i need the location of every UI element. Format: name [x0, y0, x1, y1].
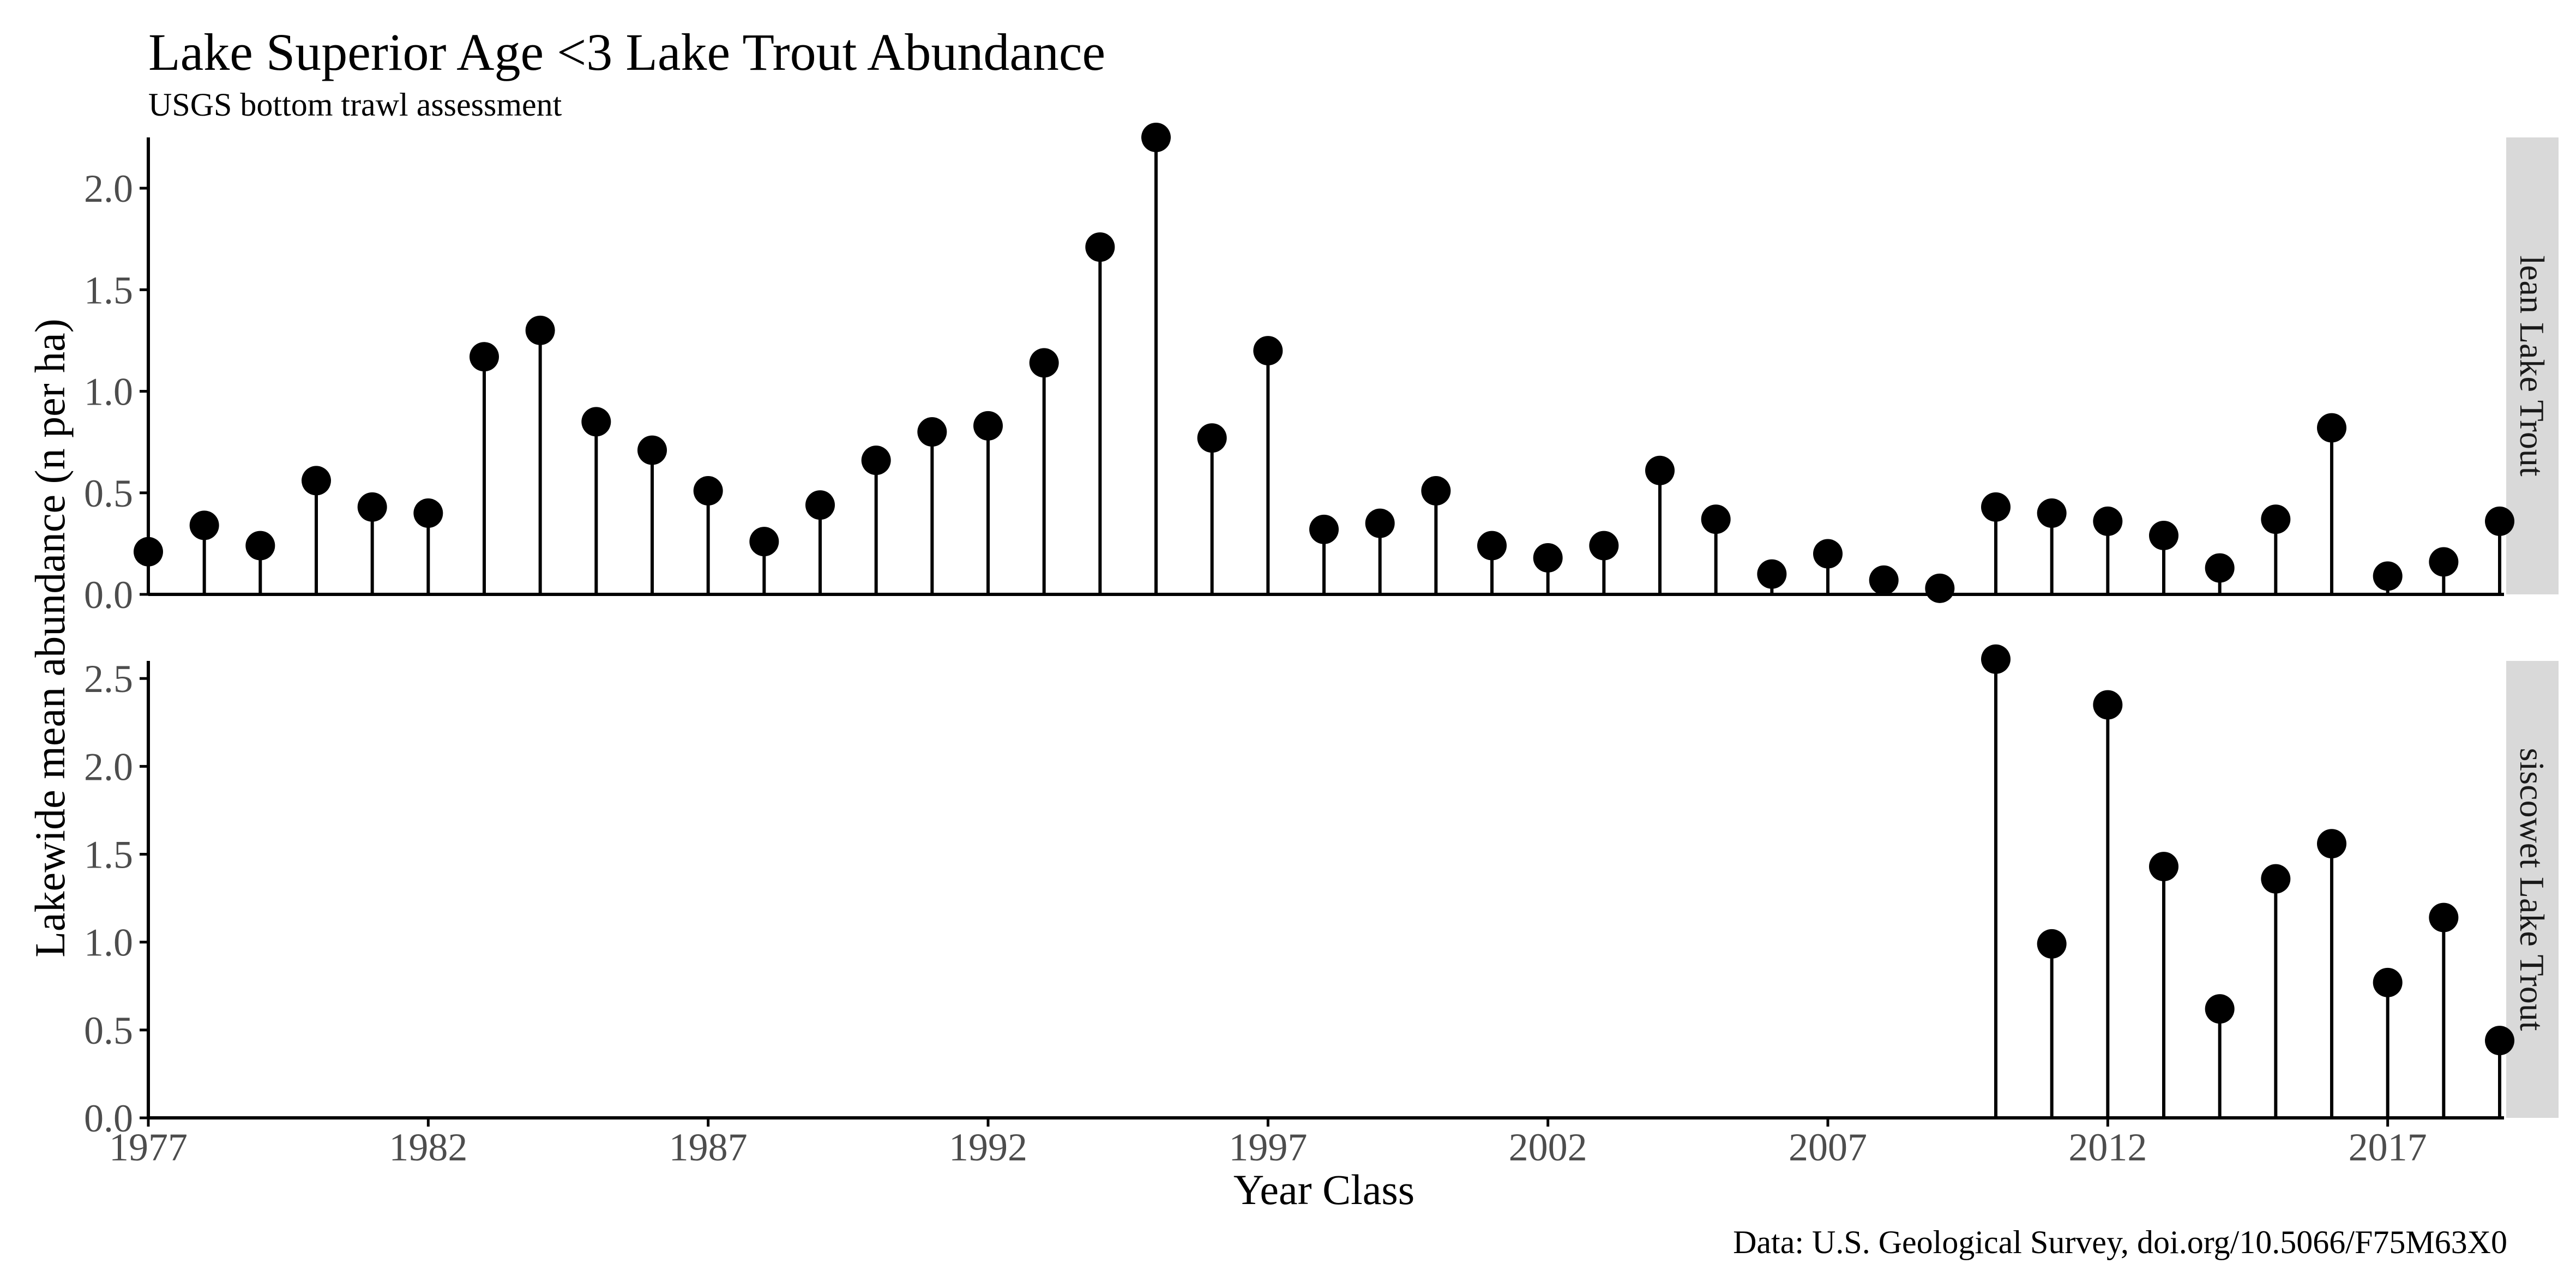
x-tick-label: 2017 [2349, 1126, 2427, 1169]
data-point [134, 537, 163, 567]
x-tick-label: 2002 [1509, 1126, 1587, 1169]
data-point [2205, 553, 2235, 583]
data-point [637, 435, 667, 465]
facet-strip [2506, 137, 2559, 594]
y-tick-label: 1.0 [84, 921, 133, 965]
data-point [2429, 902, 2459, 932]
data-point [2373, 561, 2403, 591]
chart-subtitle: USGS bottom trawl assessment [148, 87, 562, 123]
y-tick-label: 0.5 [84, 1009, 133, 1052]
data-point [1309, 514, 1339, 544]
data-point [1981, 492, 2011, 522]
data-point [2093, 690, 2123, 720]
x-tick-label: 1982 [389, 1126, 467, 1169]
facet-strip-label: siscowet Lake Trout [2513, 748, 2551, 1031]
panel-lean-lake-trout: 0.0 0.5 1.0 1.5 2.0 lean Lake Trout [84, 123, 2559, 617]
y-tick-label: 0.0 [84, 1097, 133, 1140]
data-point [2261, 864, 2291, 894]
y-tick-label: 1.0 [84, 370, 133, 414]
data-point [1701, 504, 1731, 534]
data-point [2317, 413, 2346, 443]
data-point [2093, 506, 2123, 536]
data-point [2205, 994, 2235, 1024]
y-tick-label: 0.0 [84, 573, 133, 617]
y-tick-label: 2.0 [84, 167, 133, 210]
data-point [973, 411, 1003, 441]
data-point [2485, 506, 2514, 536]
data-point [2037, 929, 2067, 959]
y-tick-label: 2.5 [84, 657, 133, 701]
data-point [2037, 498, 2067, 528]
x-axis-title: Year Class [1233, 1166, 1415, 1213]
data-point [1869, 565, 1899, 595]
y-tick-label: 1.5 [84, 833, 133, 877]
data-point [189, 510, 219, 540]
x-axis: 1977 1982 1987 1992 1997 2002 2007 2012 2017 [109, 1118, 2427, 1169]
y-axis-title: Lakewide mean abundance (n per ha) [26, 318, 74, 958]
data-point [581, 407, 611, 437]
data-point [1981, 644, 2011, 674]
data-point [917, 417, 947, 447]
data-point [1365, 508, 1395, 538]
data-point [1589, 531, 1619, 561]
data-point [1757, 559, 1787, 589]
data-source-caption: Data: U.S. Geological Survey, doi.org/10… [1733, 1224, 2507, 1260]
facet-strip-label: lean Lake Trout [2513, 255, 2551, 477]
data-point [1421, 476, 1451, 506]
data-point [1477, 531, 1507, 561]
x-tick-label: 1987 [669, 1126, 748, 1169]
facet-strip [2506, 661, 2559, 1118]
data-point [245, 531, 275, 561]
data-point [413, 498, 443, 528]
data-point [1813, 539, 1843, 569]
data-point [693, 476, 723, 506]
data-point [2149, 852, 2178, 882]
data-point [2429, 547, 2459, 577]
data-point [1645, 455, 1675, 485]
data-point [2261, 504, 2291, 534]
data-point [2373, 967, 2403, 997]
data-point [302, 466, 331, 496]
data-point [2149, 520, 2178, 550]
data-point [1085, 232, 1115, 262]
data-point [357, 492, 387, 522]
data-point [2317, 829, 2346, 859]
data-point [1197, 423, 1227, 453]
x-tick-label: 1977 [109, 1126, 188, 1169]
data-point [1029, 348, 1059, 378]
x-tick-label: 1992 [949, 1126, 1027, 1169]
data-point [805, 490, 835, 520]
y-tick-label: 2.0 [84, 745, 133, 789]
panel-siscowet-lake-trout: 0.0 0.5 1.0 1.5 2.0 2.5 siscowet Lake Trout [84, 644, 2559, 1140]
data-point [1533, 543, 1563, 573]
chart-title: Lake Superior Age <3 Lake Trout Abundanc… [148, 23, 1105, 81]
x-tick-label: 2012 [2068, 1126, 2147, 1169]
data-point [525, 315, 555, 345]
x-tick-label: 2007 [1789, 1126, 1867, 1169]
data-point [1141, 123, 1171, 152]
data-point [470, 342, 499, 372]
y-tick-label: 1.5 [84, 268, 133, 312]
x-tick-label: 1997 [1229, 1126, 1307, 1169]
data-point [861, 446, 891, 476]
data-point [2485, 1026, 2514, 1056]
data-point [749, 527, 779, 557]
y-tick-label: 0.5 [84, 472, 133, 515]
data-point [1253, 336, 1283, 366]
data-point [1925, 573, 1955, 603]
